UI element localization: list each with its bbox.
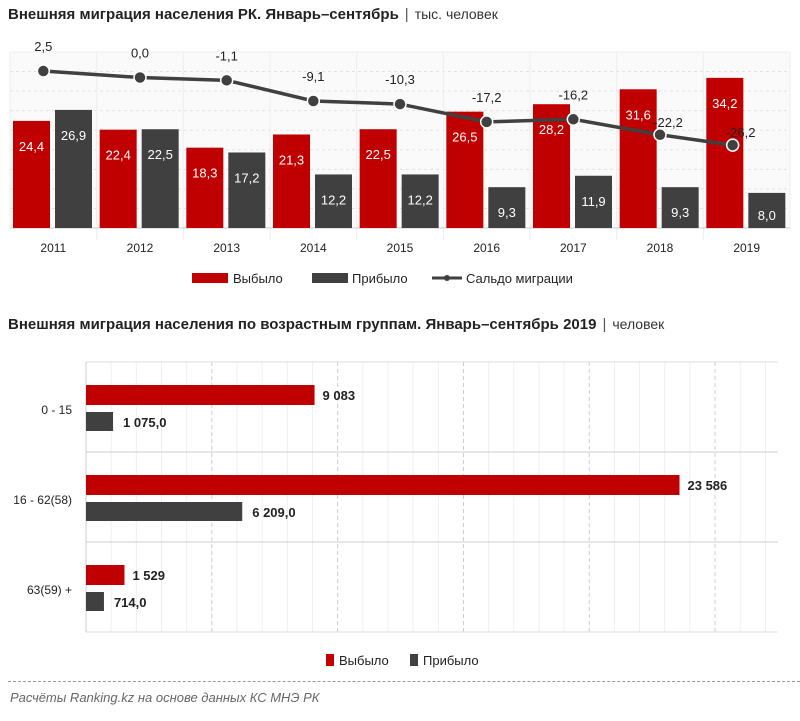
legend-label-in: Прибыло: [352, 271, 408, 286]
saldo-point: [566, 112, 581, 127]
bar-in-16 - 62(58): [86, 502, 243, 521]
bar-out-2013: [186, 147, 224, 228]
saldo-label: 0,0: [131, 46, 149, 61]
saldo-label: -9,1: [302, 69, 324, 84]
bar-label-out: 21,3: [279, 152, 304, 167]
bar-label-in: 1 075,0: [123, 415, 166, 430]
bar-in-2014: [315, 174, 352, 228]
bar-label-out: 22,5: [366, 147, 391, 162]
saldo-point: [479, 115, 494, 129]
saldo-label: -22,2: [653, 115, 683, 130]
legend-swatch-in: [312, 273, 348, 283]
bar-label-out: 34,2: [712, 96, 737, 111]
bar-out-0 - 15: [86, 385, 315, 405]
bar-label-out: 23 586: [688, 478, 728, 493]
chart1-unit: тыс. человек: [414, 6, 498, 22]
bar-in-2012: [141, 129, 179, 228]
legend-label-in: Прибыло: [423, 653, 479, 668]
footer-divider: [8, 681, 800, 682]
bar-out-16 - 62(58): [86, 475, 680, 495]
bar-out-2011: [13, 120, 50, 228]
legend-swatch-out: [326, 654, 334, 666]
bar-in-0 - 15: [86, 412, 114, 431]
bar-out-2012: [99, 129, 137, 228]
saldo-point: [725, 138, 740, 152]
x-tick-label: 2019: [733, 241, 760, 255]
bar-label-in: 9,3: [671, 205, 689, 220]
legend-swatch-in: [410, 654, 418, 666]
bar-label-in: 8,0: [758, 208, 776, 223]
bar-label-out: 9 083: [323, 388, 356, 403]
x-tick-label: 2011: [40, 241, 66, 255]
bar-in-2018: [661, 187, 699, 228]
saldo-label: -16,2: [559, 87, 589, 102]
bar-label-out: 31,6: [626, 107, 651, 122]
bar-label-in: 22,5: [148, 147, 173, 162]
bar-in-2015: [401, 174, 439, 228]
y-tick-label: 63(59) +: [27, 583, 72, 597]
bar-out-63(59) +: [86, 565, 125, 585]
bar-label-in: 9,3: [498, 205, 516, 220]
bar-out-2017: [533, 104, 570, 228]
bar-label-in: 17,2: [234, 170, 259, 185]
y-tick-label: 0 - 15: [41, 403, 72, 417]
saldo-point: [393, 97, 407, 111]
saldo-label: 2,5: [34, 39, 52, 54]
bar-out-2014: [273, 134, 310, 228]
bar-label-out: 22,4: [106, 148, 131, 163]
bar-in-2016: [488, 187, 526, 228]
saldo-label: -17,2: [472, 90, 502, 105]
legend-label-saldo: Сальдо миграции: [466, 271, 573, 286]
chart1-title: Внешняя миграция населения РК. Январь–се…: [8, 6, 498, 23]
x-tick-label: 2012: [127, 241, 154, 255]
saldo-label: -10,3: [385, 72, 415, 87]
legend-label-out: Выбыло: [233, 271, 283, 286]
bar-label-in: 6 209,0: [252, 505, 295, 520]
bar-label-out: 18,3: [192, 166, 217, 181]
source-note: Расчёты Ranking.kz на основе данных КС М…: [10, 690, 320, 705]
bar-in-2013: [228, 152, 266, 228]
saldo-point: [133, 70, 147, 85]
bar-out-2018: [619, 89, 657, 228]
saldo-label: -1,1: [215, 48, 237, 63]
bar-in-2017: [575, 175, 612, 228]
y-tick-label: 16 - 62(58): [13, 493, 72, 507]
saldo-point: [36, 64, 51, 78]
bar-label-in: 11,9: [581, 194, 605, 209]
legend-swatch-out: [192, 273, 228, 283]
bar-in-63(59) +: [86, 592, 104, 611]
bar-in-2011: [55, 109, 92, 228]
bar-out-2019: [706, 77, 744, 228]
legend-swatch-point: [444, 275, 450, 281]
x-tick-label: 2016: [473, 241, 500, 255]
bar-label-in: 12,2: [321, 192, 346, 207]
bar-label-out: 26,5: [452, 130, 477, 145]
bar-in-2019: [748, 192, 786, 228]
chart2-title: Внешняя миграция населения по возрастным…: [8, 316, 665, 333]
bar-out-2016: [446, 111, 484, 228]
bar-label-out: 28,2: [539, 122, 564, 137]
bar-out-2015: [359, 129, 397, 228]
x-tick-label: 2017: [560, 241, 587, 255]
saldo-point: [653, 128, 667, 142]
bar-label-out: 1 529: [132, 568, 165, 583]
bar-label-in: 714,0: [114, 595, 147, 610]
x-tick-label: 2015: [387, 241, 414, 255]
legend-label-out: Выбыло: [339, 653, 389, 668]
chart2-unit: человек: [612, 316, 665, 332]
saldo-label: -26,2: [726, 125, 756, 140]
saldo-point: [306, 94, 321, 108]
bar-label-out: 24,4: [19, 139, 44, 154]
x-tick-label: 2014: [300, 241, 327, 255]
x-tick-label: 2018: [647, 241, 674, 255]
bar-label-in: 12,2: [408, 192, 433, 207]
x-tick-label: 2013: [213, 241, 240, 255]
saldo-point: [219, 73, 234, 88]
bar-label-in: 26,9: [61, 128, 86, 143]
